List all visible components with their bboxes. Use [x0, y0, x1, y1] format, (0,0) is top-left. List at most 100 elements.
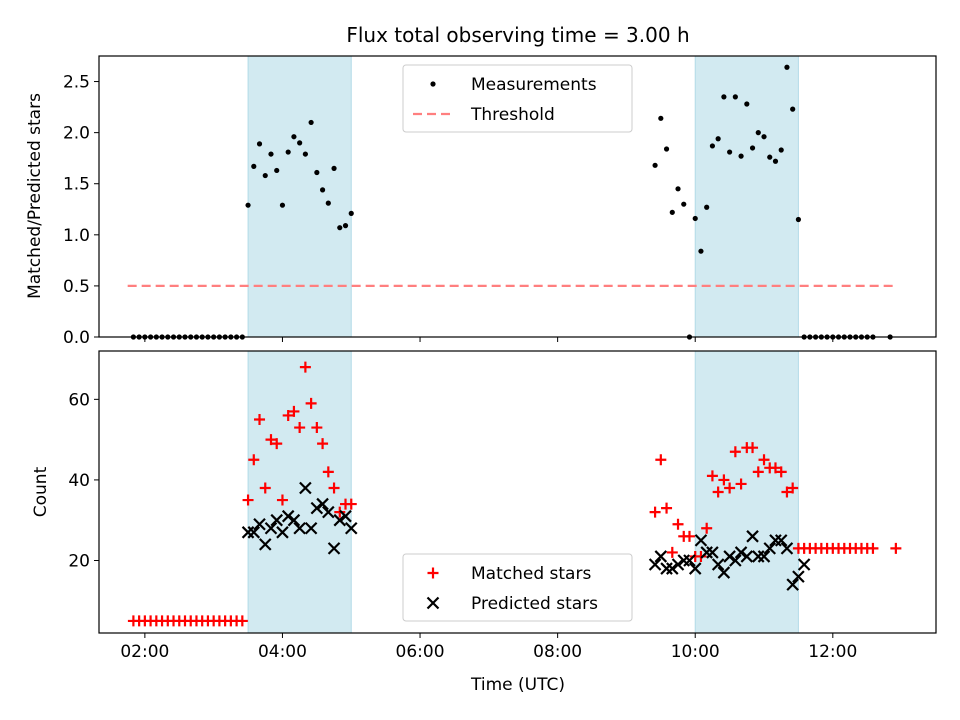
- top-y-tick-label-2: 1.0: [63, 226, 90, 246]
- bottom-predicted-stars-point-14: [322, 505, 335, 519]
- bottom-predicted-stars-point-20: [654, 550, 668, 563]
- bottom-matched-stars-point-24: [265, 434, 277, 446]
- bottom-predicted-stars-point-1: [247, 526, 261, 539]
- top-measurements-point-56: [749, 145, 756, 151]
- bottom-panel: 20 40 60 02:00 04:00 06:00 08:00 10:00 12:00 Co…: [31, 350, 937, 695]
- bottom-matched-stars-point-33: [317, 438, 329, 450]
- bottom-predicted-stars-point-6: [276, 526, 289, 539]
- top-measurements-point-30: [302, 151, 308, 157]
- x-tick-label-2: 06:00: [396, 642, 445, 662]
- bottom-legend-marker-predicted-stars: [426, 596, 440, 610]
- bottom-matched-stars-point-38: [345, 498, 357, 510]
- top-panel: 0.0 0.5 1.0 1.5 2.0 2.5 Matched/Predicted sta…: [25, 55, 937, 348]
- bottom-matched-stars-point-43: [672, 518, 684, 530]
- top-measurements-point-35: [331, 165, 337, 171]
- bottom-matched-stars-point-42: [666, 546, 678, 558]
- bottom-predicted-stars-point-2: [253, 517, 266, 531]
- top-measurements-point-50: [715, 136, 721, 142]
- bottom-matched-stars-point-31: [305, 397, 317, 409]
- top-y-tick-label-3: 1.5: [63, 175, 90, 195]
- bottom-y-tick-label-2: 60: [68, 390, 90, 410]
- bottom-predicted-stars-point-8: [287, 513, 301, 527]
- bottom-matched-stars-point-54: [735, 478, 747, 490]
- bottom-matched-stars-point-41: [661, 502, 673, 514]
- bottom-predicted-stars-point-32: [723, 550, 736, 563]
- chart-title: Flux total observing time = 3.00 h: [346, 23, 689, 47]
- bottom-y-ticks: 20 40 60: [68, 390, 99, 571]
- bottom-legend-marker-matched-stars: [427, 567, 439, 579]
- bottom-matched-stars-point-30: [299, 361, 311, 373]
- bottom-matched-stars-point-29: [294, 422, 306, 434]
- top-data-marks: [127, 64, 896, 340]
- bottom-predicted-stars-point-29: [706, 546, 719, 559]
- top-y-ticks: 0.0 0.5 1.0 1.5 2.0 2.5: [63, 73, 99, 348]
- bottom-axes-frame: [98, 350, 937, 634]
- top-measurements-point-40: [658, 115, 664, 121]
- bottom-matched-stars-point-61: [775, 466, 787, 478]
- bottom-matched-stars-point-21: [248, 454, 260, 466]
- top-measurements-point-33: [319, 187, 326, 193]
- top-legend-label-measurements: Measurements: [471, 75, 597, 95]
- bottom-matched-stars-point-48: [701, 522, 713, 534]
- bottom-predicted-stars-point-41: [774, 534, 788, 547]
- top-measurements-point-47: [698, 248, 704, 254]
- bottom-legend-box: [402, 553, 633, 622]
- bottom-predicted-stars-point-31: [717, 566, 731, 579]
- bottom-predicted-stars-point-3: [258, 538, 272, 551]
- top-measurements-point-53: [732, 94, 738, 100]
- top-measurements-point-24: [268, 151, 274, 157]
- bottom-predicted-stars-point-22: [666, 562, 679, 575]
- bottom-predicted-stars-point-7: [281, 509, 295, 523]
- bottom-legend-label-predicted-stars: Predicted stars: [471, 594, 598, 614]
- bottom-predicted-stars-point-39: [763, 542, 777, 555]
- bottom-predicted-stars-point-15: [327, 542, 341, 555]
- x-axis-label: Time (UTC): [470, 675, 565, 695]
- top-axes-frame: [98, 55, 937, 338]
- bottom-predicted-stars-point-36: [746, 530, 759, 543]
- top-measurements-point-59: [767, 154, 773, 160]
- bottom-predicted-stars-point-27: [694, 534, 708, 547]
- bottom-matched-stars-point-45: [683, 530, 695, 542]
- top-measurements-point-41: [663, 146, 670, 152]
- bottom-matched-stars-point-35: [328, 482, 340, 494]
- top-y-axis-label: Matched/Predicted stars: [25, 93, 45, 299]
- top-measurements-point-26: [279, 202, 286, 208]
- top-measurements-point-44: [681, 201, 687, 207]
- top-legend: Measurements Threshold: [402, 64, 633, 133]
- bottom-predicted-stars-point-21: [660, 562, 673, 575]
- top-measurements-point-52: [727, 149, 733, 155]
- bottom-predicted-stars-point-44: [792, 570, 805, 583]
- bottom-matched-stars-point-63: [787, 482, 799, 494]
- bottom-predicted-stars-point-23: [671, 558, 685, 571]
- bottom-matched-stars-point-49: [706, 470, 718, 482]
- top-y-tick-label-1: 0.5: [63, 277, 90, 297]
- bottom-matched-stars-point-32: [311, 422, 323, 434]
- bottom-matched-stars-point-58: [758, 454, 770, 466]
- bottom-predicted-stars-point-43: [786, 578, 799, 591]
- bottom-predicted-stars-point-24: [677, 554, 691, 567]
- top-legend-marker-measurements: [430, 81, 436, 87]
- x-tick-label-0: 02:00: [120, 642, 169, 662]
- top-y-tick-label-4: 2.0: [63, 124, 90, 144]
- x-tick-label-1: 04:00: [258, 642, 307, 662]
- top-measurements-point-28: [291, 134, 297, 140]
- x-tick-label-4: 10:00: [671, 642, 720, 662]
- top-measurements-point-29: [297, 140, 303, 146]
- bottom-matched-stars-point-51: [718, 474, 730, 486]
- bottom-predicted-stars-point-13: [316, 497, 329, 511]
- top-measurements-point-61: [778, 147, 784, 153]
- top-measurements-point-49: [709, 143, 716, 149]
- top-legend-label-threshold: Threshold: [470, 105, 555, 125]
- bottom-y-tick-label-1: 40: [68, 471, 90, 491]
- bottom-predicted-stars-point-26: [688, 562, 702, 575]
- top-measurements-point-57: [755, 130, 761, 136]
- top-measurements-point-38: [348, 210, 354, 216]
- x-tick-label-5: 12:00: [808, 642, 857, 662]
- bottom-predicted-stars-point-30: [711, 558, 725, 571]
- top-measurements-point-54: [738, 153, 744, 159]
- top-measurements-point-39: [652, 162, 658, 168]
- bottom-matched-stars-point-39: [649, 506, 661, 518]
- bottom-data-marks: [127, 361, 902, 627]
- bottom-matched-stars-point-53: [729, 446, 741, 458]
- bottom-matched-stars-point-56: [747, 442, 759, 454]
